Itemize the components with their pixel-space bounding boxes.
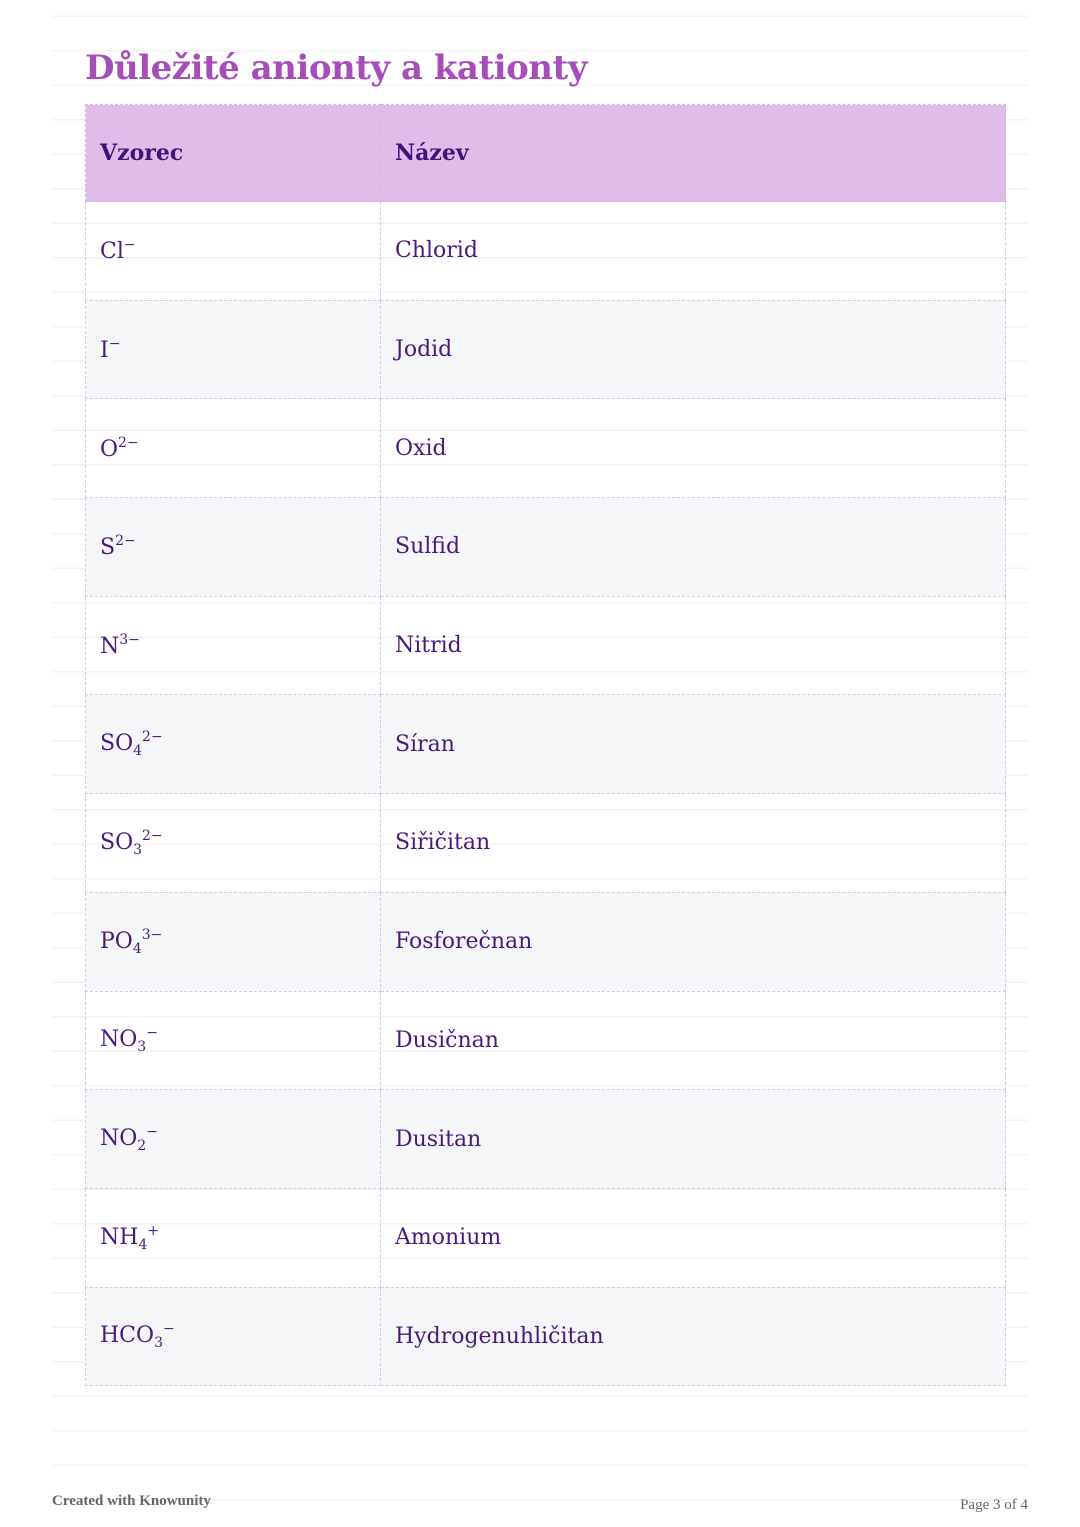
name-cell: Siřičitan <box>380 793 1006 893</box>
name-cell: Síran <box>380 694 1006 795</box>
table-row: N3− Nitrid <box>85 595 1006 696</box>
formula-cell: PO43− <box>85 891 381 992</box>
formula-cell: N3− <box>85 595 381 696</box>
table-row: NO3− Dusičnan <box>85 990 1006 1091</box>
formula-charge: 3− <box>141 926 163 943</box>
footer-page-number: Page 3 of 4 <box>960 1497 1028 1513</box>
formula-subscript: 3 <box>137 1039 147 1056</box>
table-row: S2− Sulfid <box>85 497 1006 597</box>
name-cell: Amonium <box>380 1187 1006 1288</box>
table-row: O2− Oxid <box>85 398 1006 499</box>
formula-base: PO <box>100 928 133 954</box>
table-row: PO43− Fosforečnan <box>85 891 1006 992</box>
formula-cell: O2− <box>85 398 381 499</box>
formula-base: N <box>100 634 120 660</box>
formula-cell: I− <box>85 299 381 400</box>
page-title: Důležité anionty a kationty <box>85 48 587 88</box>
name-cell: Dusitan <box>380 1089 1006 1189</box>
header-name: Název <box>380 104 1006 202</box>
name-cell: Nitrid <box>380 595 1006 696</box>
formula-charge: + <box>147 1222 160 1239</box>
name-cell: Jodid <box>380 299 1006 400</box>
table-row: NH4+ Amonium <box>85 1187 1006 1288</box>
formula-charge: 2− <box>115 533 136 550</box>
formula-charge: − <box>123 237 136 254</box>
name-cell: Fosforečnan <box>380 891 1006 992</box>
formula-subscript: 3 <box>133 841 143 858</box>
formula-cell: NH4+ <box>85 1187 381 1288</box>
formula-cell: NO2− <box>85 1089 381 1189</box>
ions-table: Vzorec Název Cl− Chlorid I− Jodid O2− Oxid S2−… <box>85 104 1006 1387</box>
formula-cell: NO3− <box>85 990 381 1091</box>
formula-charge: − <box>146 1025 158 1042</box>
formula-charge: − <box>162 1321 175 1338</box>
formula-cell: HCO3− <box>85 1286 381 1387</box>
formula-charge: − <box>146 1124 158 1141</box>
header-formula: Vzorec <box>85 104 381 202</box>
formula-charge: 3− <box>119 632 140 649</box>
name-cell: Chlorid <box>380 201 1006 301</box>
table-row: SO42− Síran <box>85 694 1006 795</box>
formula-cell: SO42− <box>85 694 381 795</box>
formula-base: S <box>100 535 116 561</box>
table-row: SO32− Siřičitan <box>85 793 1006 893</box>
name-cell: Dusičnan <box>380 990 1006 1091</box>
footer-created-with: Created with Knowunity <box>52 1493 211 1509</box>
formula-subscript: 4 <box>133 743 143 760</box>
name-cell: Oxid <box>380 398 1006 499</box>
formula-base: SO <box>100 829 134 855</box>
table-row: NO2− Dusitan <box>85 1089 1006 1189</box>
formula-base: NO <box>100 1027 138 1053</box>
table-row: I− Jodid <box>85 299 1006 400</box>
formula-subscript: 4 <box>138 1236 148 1253</box>
formula-base: O <box>100 436 119 462</box>
formula-base: SO <box>100 731 134 757</box>
table-header-row: Vzorec Název <box>85 104 1006 202</box>
formula-base: Cl <box>100 239 124 265</box>
formula-cell: SO32− <box>85 793 381 893</box>
formula-cell: Cl− <box>85 201 381 301</box>
formula-charge: 2− <box>118 434 139 451</box>
table-row: Cl− Chlorid <box>85 201 1006 301</box>
formula-base: I <box>100 338 109 364</box>
formula-base: HCO <box>100 1323 155 1349</box>
formula-subscript: 3 <box>154 1335 163 1352</box>
formula-charge: 2− <box>142 729 163 746</box>
formula-subscript: 4 <box>132 940 142 957</box>
formula-base: NO <box>100 1126 138 1152</box>
formula-subscript: 2 <box>137 1138 147 1155</box>
formula-cell: S2− <box>85 497 381 597</box>
formula-charge: 2− <box>142 827 163 844</box>
name-cell: Sulfid <box>380 497 1006 597</box>
name-cell: Hydrogenuhličitan <box>380 1286 1006 1387</box>
table-row: HCO3− Hydrogenuhličitan <box>85 1286 1006 1387</box>
formula-base: NH <box>100 1224 139 1250</box>
formula-charge: − <box>108 336 121 353</box>
